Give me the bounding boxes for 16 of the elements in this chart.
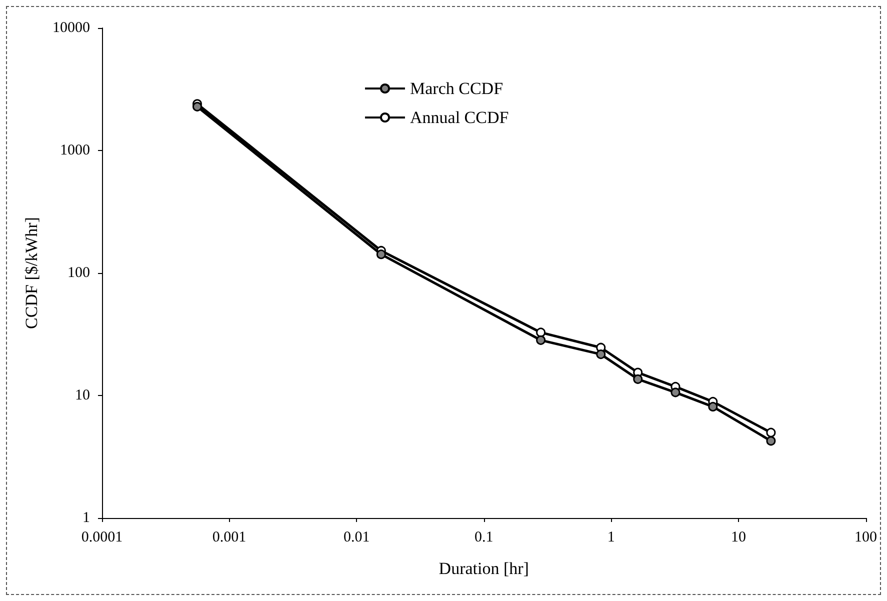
legend-label: March CCDF (410, 79, 504, 98)
y-tick-label: 1 (82, 510, 90, 526)
x-tick-label: 10 (730, 530, 746, 546)
x-tick-label: 100 (854, 530, 877, 546)
y-tick-label: 1000 (60, 142, 90, 158)
x-tick-label: 0.1 (474, 530, 494, 546)
x-tick-label: 1 (607, 530, 615, 546)
x-axis-title: Duration [hr] (438, 559, 529, 578)
y-tick-label: 10000 (52, 20, 90, 36)
x-tick-label: 0.01 (343, 530, 370, 546)
x-tick-label: 0.0001 (81, 530, 123, 546)
y-tick-label: 10 (75, 388, 90, 404)
legend-label: Annual CCDF (410, 108, 509, 127)
x-tick-label: 0.001 (212, 530, 246, 546)
y-axis-title: CCDF [$/kWhr] (22, 217, 41, 329)
y-tick-label: 100 (68, 265, 90, 281)
